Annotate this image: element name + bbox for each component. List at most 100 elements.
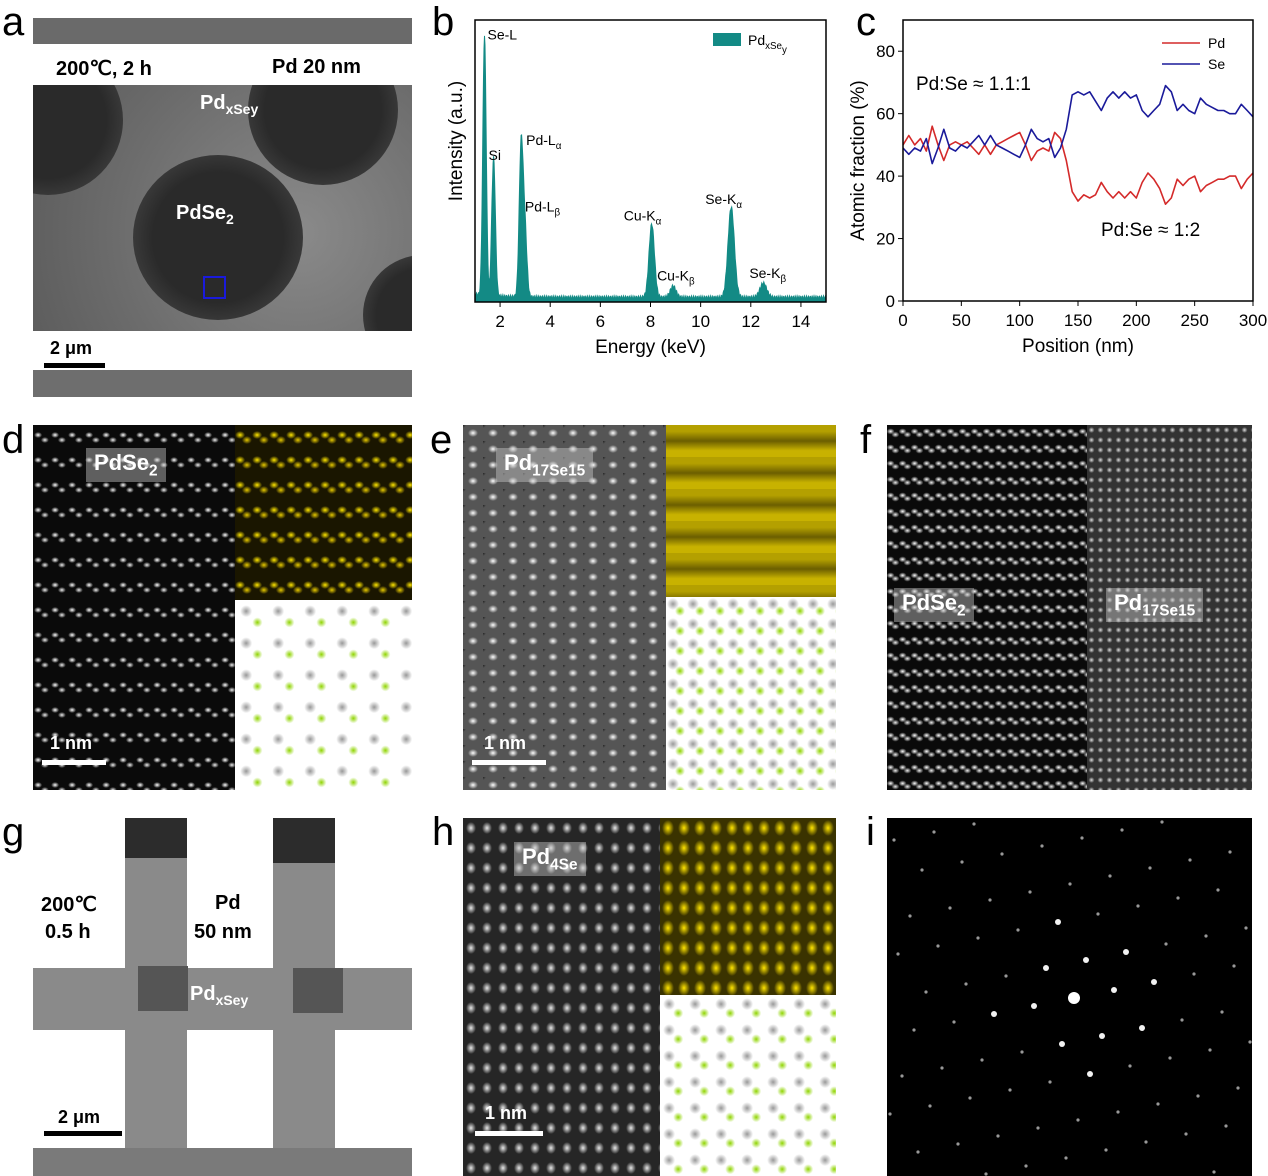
simulated-image-h	[660, 818, 836, 995]
diffraction-spot	[1148, 866, 1152, 870]
phase-right-label: Pd17Se15	[1106, 588, 1204, 623]
diffraction-spot	[1216, 888, 1220, 892]
sem-strip-bottom	[33, 370, 412, 397]
diffraction-spot	[1087, 1071, 1093, 1077]
diffraction-spot	[1244, 926, 1248, 930]
y-tick-label: 20	[876, 230, 895, 249]
legend-label: PdxSey	[748, 32, 787, 56]
diffraction-spot	[1064, 1156, 1068, 1160]
diffraction-spot	[1196, 1094, 1200, 1098]
legend-label-pd: Pd	[1208, 35, 1225, 51]
diffraction-spot	[1232, 964, 1236, 968]
x-tick-label: 150	[1064, 311, 1092, 330]
diffraction-spot	[1031, 1003, 1037, 1009]
fft-pattern-image	[887, 818, 1252, 1176]
diffraction-spot	[1024, 1164, 1028, 1168]
panel-label-b: b	[432, 0, 455, 44]
region-label: PdxSey	[190, 983, 249, 1008]
diffraction-spot	[956, 1142, 960, 1146]
diffraction-spot	[900, 1074, 904, 1078]
diffraction-spot	[1096, 912, 1100, 916]
diffraction-spot	[1108, 874, 1112, 878]
panel-label-g: g	[2, 810, 25, 854]
diffraction-spot	[1083, 957, 1089, 963]
selection-box	[203, 276, 226, 299]
diffraction-spot	[964, 982, 968, 986]
phase-label: Pd17Se15	[496, 448, 594, 483]
diffraction-spot	[960, 860, 964, 864]
x-tick-label: 250	[1180, 311, 1208, 330]
panel-label-i: i	[866, 810, 875, 854]
diffraction-spot	[1151, 979, 1157, 985]
x-tick-label: 100	[1005, 311, 1033, 330]
spectrum-area	[474, 35, 827, 303]
peak-label: Se-Kβ	[749, 265, 786, 285]
diffraction-spot	[1104, 1148, 1108, 1152]
diffraction-spot	[1128, 1064, 1132, 1068]
x-tick-label: 4	[545, 312, 554, 331]
thickness-label: 50 nm	[194, 921, 252, 943]
condition-label: 200℃, 2 h	[56, 58, 152, 80]
eds-spectrum-chart: 2 4 6 8 10 12 14 Energy (keV) Intensity (a.u.) Se…	[446, 19, 827, 358]
diffraction-spot	[1180, 1018, 1184, 1022]
panel-label-d: d	[2, 418, 25, 462]
phase-label: Pd4Se	[514, 842, 586, 877]
y-tick-label: 0	[886, 292, 895, 311]
diffraction-spot	[1008, 1088, 1012, 1092]
diffraction-spot	[1059, 1041, 1065, 1047]
diffraction-spot	[1068, 882, 1072, 886]
peak-label: Si	[489, 147, 501, 163]
diffraction-spot	[1136, 904, 1140, 908]
time-label: 0.5 h	[45, 921, 91, 943]
diffraction-spot	[1043, 965, 1049, 971]
simulated-image-e	[666, 425, 836, 597]
diffraction-spot	[1004, 974, 1008, 978]
peak-label: Cu-Kα	[624, 208, 662, 228]
diffraction-spot	[1160, 820, 1164, 824]
scale-bar	[44, 363, 105, 368]
diffraction-spot	[972, 822, 976, 826]
diffraction-spot	[1048, 1080, 1052, 1084]
metal-label: Pd	[215, 892, 241, 914]
diffraction-spot	[896, 952, 900, 956]
region-outer-label: PdxSey	[200, 92, 259, 117]
thickness-label: Pd 20 nm	[272, 56, 361, 78]
diffraction-spot	[1068, 992, 1080, 1004]
panel-label-c: c	[856, 0, 876, 44]
plot-frame	[902, 19, 1254, 302]
diffraction-spot	[1164, 942, 1168, 946]
peak-label: Se-Kα	[705, 191, 742, 211]
diffraction-spot	[1076, 1118, 1080, 1122]
y-tick-label: 40	[876, 167, 895, 186]
diffraction-spot	[1204, 934, 1208, 938]
diffraction-spot	[928, 1104, 932, 1108]
diffraction-spot	[888, 1112, 892, 1116]
diffraction-spot	[996, 1134, 1000, 1138]
diffraction-spot	[1016, 928, 1020, 932]
panel-label-e: e	[430, 418, 453, 462]
phase-label: PdSe2	[86, 448, 166, 483]
y-axis-label: Atomic fraction (%)	[848, 80, 869, 240]
diffraction-spot	[1036, 1126, 1040, 1130]
x-tick-label: 6	[596, 312, 605, 331]
scale-bar	[472, 760, 546, 765]
diffraction-spot	[1020, 1050, 1024, 1054]
x-axis-label: Position (nm)	[1022, 336, 1134, 357]
diffraction-spot	[1156, 1102, 1160, 1106]
diffraction-spot	[1176, 896, 1180, 900]
x-tick-label: 2	[495, 312, 504, 331]
diffraction-spot	[1224, 1124, 1228, 1128]
y-tick-label: 80	[876, 42, 895, 61]
series-line-se	[902, 84, 1254, 165]
phase-left-label: PdSe2	[894, 588, 974, 623]
temperature-label: 200℃	[41, 894, 97, 916]
haadf-image-h	[463, 818, 660, 1176]
annotation-ratio-right: Pd:Se ≈ 1:2	[1101, 220, 1200, 241]
x-axis-label: Energy (keV)	[595, 337, 706, 358]
scale-bar-label: 2 μm	[50, 338, 93, 358]
diffraction-spot	[1111, 987, 1117, 993]
diffraction-spot	[1228, 850, 1232, 854]
diffraction-spot	[948, 906, 952, 910]
diffraction-spot	[1220, 1010, 1224, 1014]
